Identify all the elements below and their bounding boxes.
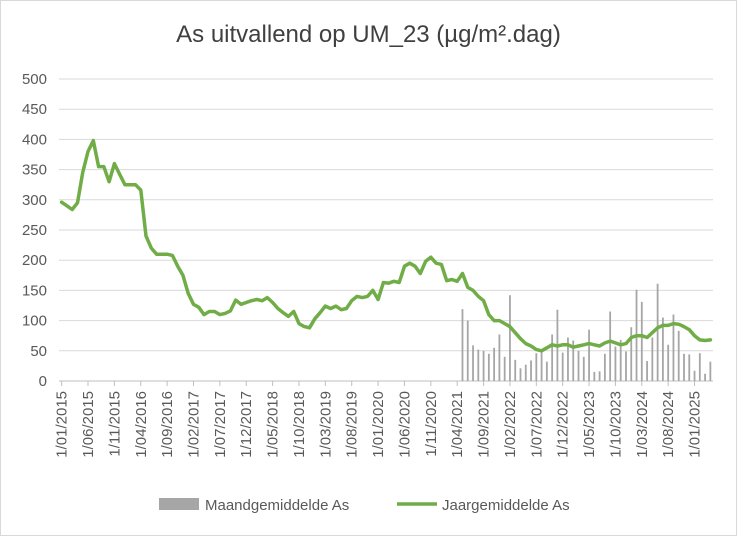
legend-label-bars: Maandgemiddelde As <box>205 497 349 514</box>
bar <box>503 356 506 381</box>
legend-swatch-bars <box>159 498 199 510</box>
bar <box>588 329 590 381</box>
bar <box>625 351 627 381</box>
x-tick-label: 1/11/2020 <box>423 391 440 457</box>
y-tick-label: 0 <box>39 373 47 390</box>
bar <box>493 347 496 381</box>
bar <box>509 295 511 381</box>
x-tick-label: 1/03/2019 <box>317 391 334 458</box>
y-tick-label: 350 <box>22 162 47 179</box>
y-tick-label: 500 <box>22 71 47 88</box>
bar <box>545 361 548 381</box>
chart-title: As uitvallend op UM_23 (µg/m².dag) <box>176 21 561 48</box>
bar <box>630 327 633 381</box>
bar <box>672 314 675 381</box>
bar <box>683 353 685 381</box>
bar <box>577 350 580 381</box>
bar <box>667 344 670 381</box>
x-tick-label: 1/12/2017 <box>238 391 255 458</box>
x-tick-label: 1/01/2025 <box>687 391 704 458</box>
y-tick-label: 300 <box>22 192 47 209</box>
bar <box>704 373 706 381</box>
bar <box>677 330 680 381</box>
bar <box>698 353 701 381</box>
x-tick-label: 1/03/2024 <box>634 391 651 458</box>
x-tick-label: 1/02/2022 <box>502 391 519 458</box>
bar <box>519 368 522 381</box>
y-tick-label: 100 <box>22 313 47 330</box>
bar <box>482 350 485 381</box>
x-tick-label: 1/08/2019 <box>344 391 361 458</box>
bar <box>477 349 480 381</box>
x-tick-label: 1/05/2023 <box>581 391 598 458</box>
bar <box>598 371 601 381</box>
bar <box>540 352 543 381</box>
x-tick-label: 1/05/2018 <box>265 391 282 458</box>
bar <box>530 360 532 381</box>
x-tick-label: 1/06/2015 <box>80 391 97 458</box>
bar <box>524 364 527 381</box>
x-tick-label: 1/04/2016 <box>133 391 150 458</box>
y-tick-label: 450 <box>22 101 47 118</box>
bar <box>614 346 617 381</box>
x-tick-label: 1/01/2020 <box>370 391 387 458</box>
x-tick-label: 1/01/2015 <box>54 391 71 458</box>
bar <box>514 359 517 381</box>
bar <box>487 353 490 381</box>
bar <box>651 337 654 381</box>
bar <box>593 371 596 381</box>
bar <box>535 353 538 381</box>
bar <box>572 340 575 381</box>
series-line <box>59 138 713 353</box>
x-tick-label: 1/02/2017 <box>185 391 202 458</box>
y-tick-label: 250 <box>22 222 47 239</box>
bar <box>619 339 622 381</box>
bar <box>551 334 554 381</box>
x-tick-label: 1/04/2021 <box>449 391 466 458</box>
bar <box>603 353 606 381</box>
y-tick-label: 150 <box>22 282 47 299</box>
bar <box>498 334 501 381</box>
bar <box>472 345 474 381</box>
bar <box>466 320 469 381</box>
bar <box>709 361 712 381</box>
y-tick-label: 200 <box>22 252 47 269</box>
x-tick-label: 1/08/2024 <box>660 391 677 458</box>
bar <box>640 301 643 381</box>
x-tick-label: 1/11/2015 <box>106 391 123 457</box>
bar <box>661 317 664 381</box>
x-tick-label: 1/07/2017 <box>212 391 229 458</box>
bar <box>646 361 648 381</box>
x-tick-label: 1/06/2020 <box>396 391 413 458</box>
y-tick-label: 400 <box>22 131 47 148</box>
x-tick-label: 1/09/2016 <box>159 391 176 458</box>
bar <box>567 337 569 381</box>
x-tick-label: 1/10/2023 <box>607 391 624 458</box>
legend-label-line: Jaargemiddelde As <box>442 497 570 514</box>
bar <box>609 311 612 381</box>
x-tick-label: 1/07/2022 <box>528 391 545 458</box>
bar <box>582 356 585 381</box>
y-tick-label: 50 <box>30 343 47 360</box>
bar <box>461 309 464 381</box>
x-tick-label: 1/09/2021 <box>476 391 493 458</box>
x-tick-label: 1/12/2022 <box>555 391 572 458</box>
x-tick-label: 1/10/2018 <box>291 391 308 458</box>
bar <box>656 283 659 381</box>
bar <box>688 354 691 381</box>
bar <box>693 370 696 381</box>
bar <box>561 352 564 381</box>
